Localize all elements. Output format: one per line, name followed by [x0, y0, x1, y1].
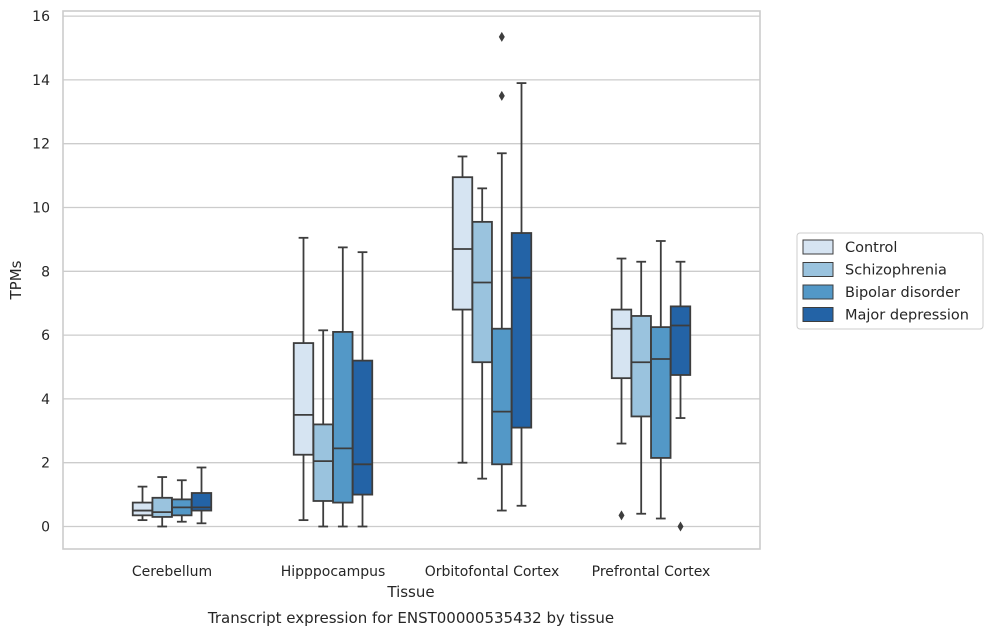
outlier-point — [498, 90, 505, 101]
box-group — [292, 236, 315, 522]
x-tick-label: Orbitofontal Cortex — [425, 564, 560, 580]
box-group — [351, 251, 374, 528]
box-group — [510, 82, 533, 507]
box — [610, 308, 633, 380]
y-axis-label: TPMs — [7, 260, 25, 300]
y-tick-label: 8 — [41, 264, 50, 280]
legend-label: Bipolar disorder — [845, 285, 960, 301]
chart-caption: Transcript expression for ENST0000053543… — [207, 609, 614, 627]
legend-label: Control — [845, 240, 897, 256]
box — [292, 342, 315, 456]
outlier-point — [498, 31, 505, 42]
x-tick-label: Hipppocampus — [281, 564, 386, 580]
box — [131, 501, 154, 517]
x-tick-label: Cerebellum — [132, 564, 212, 580]
y-tick-label: 12 — [32, 137, 50, 153]
gridlines — [63, 15, 760, 528]
x-tick-labels: Cerebellum Hipppocampus Orbitofontal Corte… — [132, 564, 710, 580]
y-tick-label: 0 — [41, 520, 50, 536]
y-tick-labels: 0 2 4 6 8 10 12 14 16 — [32, 9, 50, 535]
box-group — [190, 466, 213, 525]
plot-area-frame — [62, 10, 761, 550]
box-group — [650, 240, 672, 520]
box — [471, 220, 493, 364]
y-tick-label: 16 — [32, 9, 50, 25]
legend-frame — [796, 232, 984, 330]
y-tick-label: 14 — [32, 73, 50, 89]
x-tick-label: Prefrontal Cortex — [592, 564, 711, 580]
outlier-point — [618, 510, 625, 521]
y-tick-label: 4 — [41, 392, 50, 408]
box — [351, 359, 374, 496]
box — [491, 327, 513, 466]
outlier-point — [677, 521, 684, 532]
box — [332, 331, 354, 504]
box — [669, 305, 692, 376]
box — [151, 496, 173, 518]
box — [312, 423, 334, 502]
legend-swatch — [802, 307, 834, 322]
box-group — [451, 155, 474, 464]
box — [451, 176, 474, 311]
box-series — [131, 31, 692, 532]
box — [510, 232, 533, 429]
x-axis-label: Tissue — [386, 583, 434, 601]
legend-swatch — [802, 284, 834, 300]
legend-swatch — [802, 239, 834, 255]
box-group — [491, 31, 513, 512]
box-group — [471, 187, 493, 480]
legend: Control Schizophrenia Bipolar disorder Majo… — [796, 232, 984, 330]
y-tick-label: 2 — [41, 456, 50, 472]
y-tick-label: 6 — [41, 328, 50, 344]
box — [650, 326, 672, 459]
legend-swatch — [802, 262, 834, 277]
y-tick-label: 10 — [32, 201, 50, 217]
box — [190, 492, 213, 512]
legend-label: Schizophrenia — [845, 263, 947, 279]
box — [630, 315, 652, 418]
box-group — [669, 260, 692, 532]
legend-label: Major depression — [845, 308, 969, 324]
